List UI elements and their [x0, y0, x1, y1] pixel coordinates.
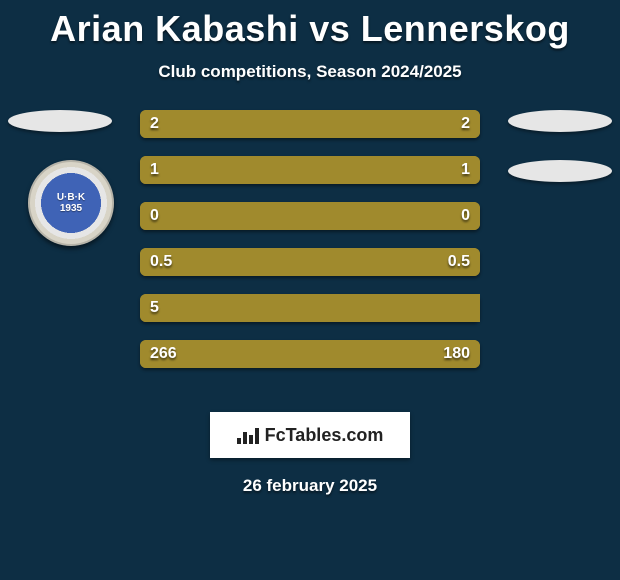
bar-chart-icon — [237, 426, 259, 444]
stat-bar-right-value: 2 — [461, 115, 470, 133]
stat-bar: Goals per match0.50.5 — [140, 248, 480, 276]
stat-bar-left-value: 0.5 — [150, 253, 172, 271]
stat-bar: Min per goal266180 — [140, 340, 480, 368]
stat-bar-right-fill — [310, 202, 480, 230]
stat-bar-right-value: 0.5 — [448, 253, 470, 271]
club-crest-left-icon: U·B·K 1935 — [28, 160, 114, 246]
stat-bar-left-fill — [140, 110, 310, 138]
page-title: Arian Kabashi vs Lennerskog — [0, 0, 620, 50]
stat-bar-left-fill — [140, 156, 310, 184]
comparison-stage: U·B·K 1935 Matches22Goals11Hattricks00Go… — [0, 110, 620, 400]
stat-bar: Matches22 — [140, 110, 480, 138]
stat-bar-left-fill — [140, 202, 310, 230]
stat-bar-left-fill — [140, 294, 480, 322]
stat-bar: Goals11 — [140, 156, 480, 184]
watermark: FcTables.com — [210, 412, 410, 458]
stat-bar-right-value: 1 — [461, 161, 470, 179]
club-crest-right-placeholder-icon — [508, 160, 612, 182]
page-date: 26 february 2025 — [0, 476, 620, 496]
watermark-text: FcTables.com — [265, 425, 384, 446]
stat-bars: Matches22Goals11Hattricks00Goals per mat… — [140, 110, 480, 368]
stat-bar-left-value: 5 — [150, 299, 159, 317]
club-crest-text: U·B·K 1935 — [57, 192, 85, 214]
stat-bar-right-fill — [310, 110, 480, 138]
page-subtitle: Club competitions, Season 2024/2025 — [0, 62, 620, 82]
stat-bar-left-value: 2 — [150, 115, 159, 133]
crest-year: 1935 — [57, 203, 85, 214]
stat-bar-right-value: 180 — [443, 345, 470, 363]
stat-bar: Hattricks00 — [140, 202, 480, 230]
player-left-placeholder-icon — [8, 110, 112, 132]
stat-bar-left-value: 0 — [150, 207, 159, 225]
stat-bar-right-value: 0 — [461, 207, 470, 225]
player-right-placeholder-icon — [508, 110, 612, 132]
stat-bar-left-value: 1 — [150, 161, 159, 179]
crest-top: U·B·K — [57, 192, 85, 203]
stat-bar-left-value: 266 — [150, 345, 177, 363]
stat-bar-right-fill — [310, 156, 480, 184]
stat-bar: Shots per goal5 — [140, 294, 480, 322]
